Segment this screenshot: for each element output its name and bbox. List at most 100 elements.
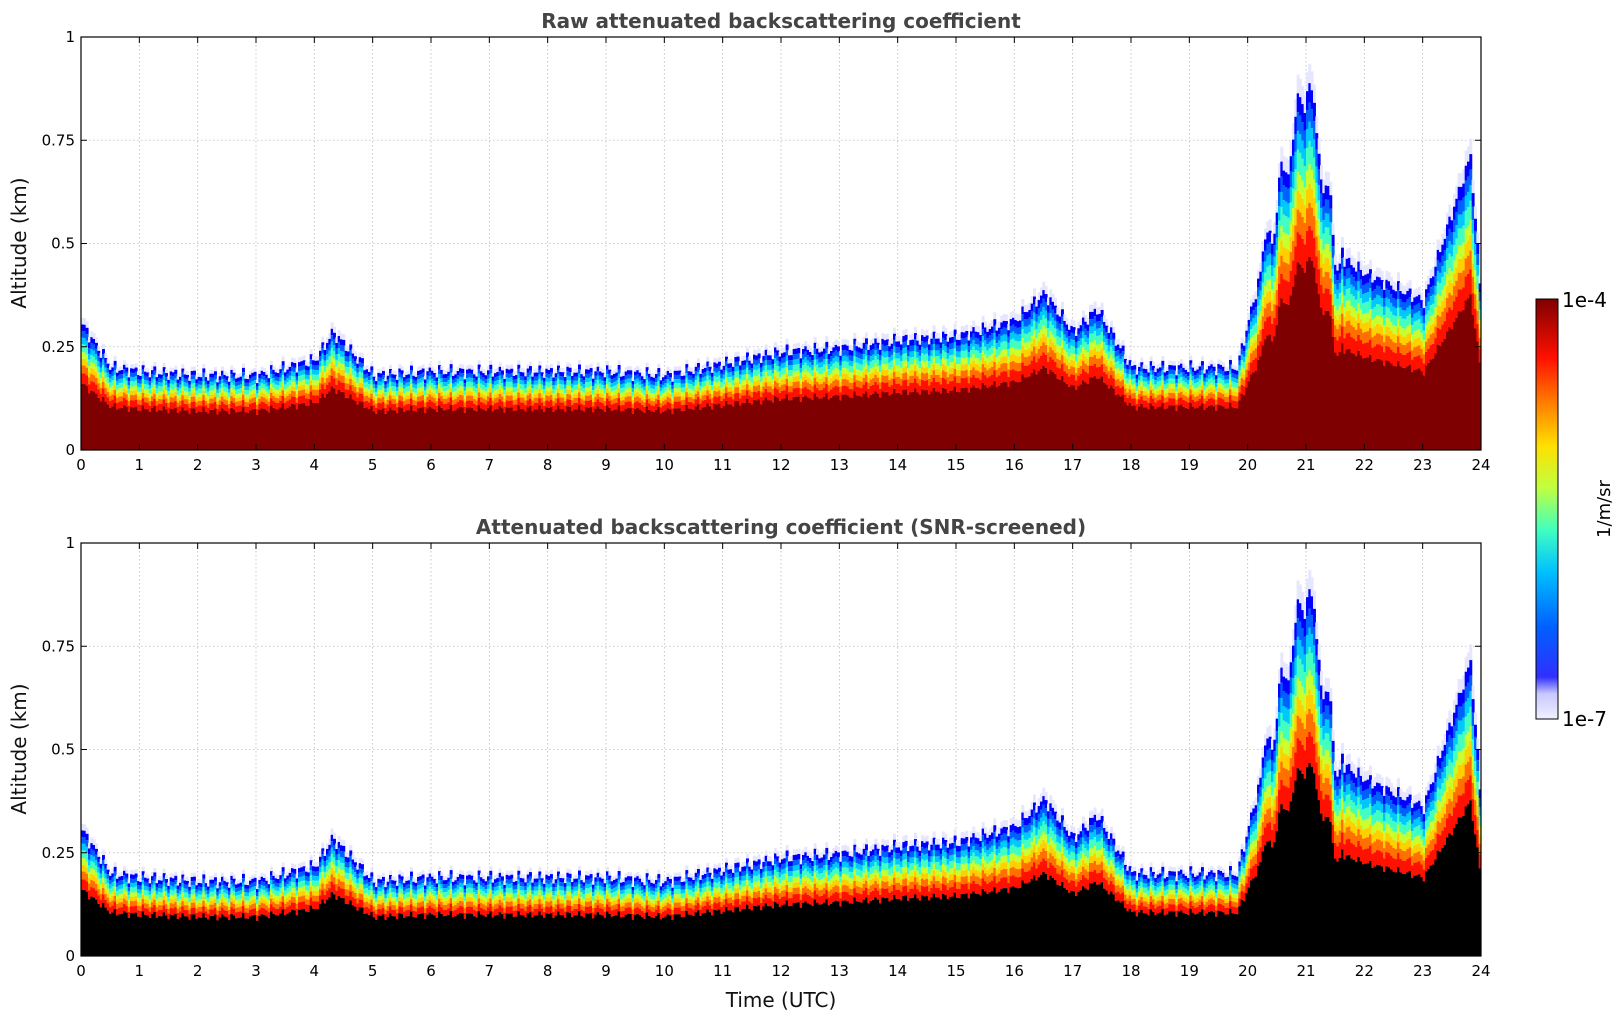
- heatmap-cell: [326, 337, 329, 343]
- heatmap-cell: [160, 395, 164, 400]
- heatmap-cell: [116, 393, 119, 398]
- heatmap-cell: [589, 399, 593, 407]
- heatmap-cell: [319, 361, 322, 367]
- heatmap-cell: [435, 397, 439, 402]
- heatmap-column: [620, 372, 623, 450]
- heatmap-cell: [573, 409, 577, 450]
- heatmap-cell: [456, 388, 460, 393]
- heatmap-cell: [209, 398, 213, 404]
- heatmap-cell: [475, 380, 479, 385]
- heatmap-cell: [620, 388, 623, 393]
- heatmap-cell: [312, 364, 315, 370]
- heatmap-cell: [470, 382, 474, 388]
- heatmap-cell: [127, 405, 131, 412]
- heatmap-cell: [473, 378, 476, 383]
- heatmap-cell: [305, 365, 308, 371]
- heatmap-cell: [291, 403, 294, 450]
- heatmap-cell: [193, 370, 196, 375]
- heatmap-cell: [109, 378, 112, 383]
- heatmap-column: [501, 366, 504, 450]
- heatmap-cell: [368, 380, 371, 385]
- heatmap-cell: [165, 398, 168, 404]
- heatmap-cell: [648, 385, 651, 391]
- heatmap-cell: [172, 397, 175, 403]
- heatmap-cell: [302, 360, 306, 366]
- heatmap-cell: [571, 411, 574, 450]
- heatmap-cell: [454, 391, 458, 396]
- heatmap-cell: [347, 361, 350, 368]
- heatmap-cell: [104, 367, 108, 373]
- heatmap-cell: [379, 394, 383, 399]
- heatmap-cell: [263, 372, 266, 377]
- heatmap-cell: [585, 400, 588, 408]
- heatmap-cell: [634, 379, 637, 385]
- heatmap-cell: [279, 400, 283, 408]
- heatmap-cell: [449, 387, 453, 393]
- heatmap-cell: [664, 386, 668, 392]
- heatmap-cell: [575, 393, 579, 398]
- heatmap-cell: [538, 365, 542, 370]
- heatmap-cell: [414, 405, 418, 412]
- heatmap-cell: [536, 376, 539, 381]
- heatmap-cell: [524, 411, 528, 450]
- heatmap-cell: [88, 348, 91, 354]
- heatmap-cell: [463, 406, 467, 413]
- heatmap-cell: [109, 401, 112, 408]
- heatmap-cell: [491, 392, 495, 397]
- heatmap-cell: [162, 399, 166, 407]
- heatmap-cell: [309, 380, 313, 386]
- heatmap-cell: [426, 392, 430, 397]
- heatmap-cell: [610, 371, 614, 376]
- heatmap-cell: [624, 371, 628, 376]
- heatmap-cell: [95, 359, 98, 367]
- heatmap-cell: [237, 385, 241, 390]
- heatmap-cell: [585, 387, 588, 392]
- heatmap-cell: [480, 392, 483, 397]
- heatmap-cell: [389, 400, 392, 408]
- heatmap-cell: [547, 391, 551, 397]
- heatmap-cell: [344, 389, 348, 398]
- heatmap-cell: [580, 378, 584, 383]
- heatmap-cell: [554, 394, 558, 399]
- heatmap-cell: [627, 378, 630, 383]
- heatmap-cell: [620, 411, 623, 450]
- heatmap-cell: [265, 374, 269, 379]
- heatmap-cell: [480, 396, 483, 402]
- heatmap-cell: [603, 405, 607, 412]
- heatmap-cell: [634, 408, 637, 450]
- heatmap-cell: [256, 383, 259, 387]
- heatmap-cell: [237, 377, 241, 382]
- heatmap-column: [396, 376, 399, 450]
- heatmap-cell: [596, 385, 600, 390]
- heatmap-cell: [272, 391, 276, 397]
- heatmap-column: [153, 362, 157, 450]
- heatmap-cell: [141, 360, 145, 366]
- heatmap-cell: [358, 382, 362, 388]
- heatmap-cell: [347, 398, 350, 450]
- heatmap-cell: [641, 372, 644, 377]
- heatmap-cell: [281, 361, 285, 366]
- heatmap-cell: [109, 395, 112, 402]
- heatmap-cell: [151, 392, 154, 397]
- heatmap-cell: [272, 387, 276, 392]
- heatmap-cell: [470, 407, 474, 450]
- heatmap-cell: [515, 404, 518, 411]
- heatmap-cell: [88, 384, 91, 394]
- heatmap-cell: [624, 402, 628, 409]
- heatmap-cell: [596, 375, 600, 380]
- heatmap-cell: [484, 395, 488, 400]
- heatmap-cell: [491, 388, 495, 393]
- heatmap-cell: [445, 374, 448, 379]
- heatmap-cell: [522, 380, 525, 385]
- heatmap-cell: [309, 364, 313, 370]
- heatmap-column: [386, 371, 390, 450]
- heatmap-column: [403, 373, 406, 450]
- heatmap-cell: [510, 386, 514, 391]
- heatmap-cell: [631, 377, 635, 382]
- heatmap-cell: [260, 383, 264, 389]
- heatmap-cell: [223, 391, 227, 396]
- heatmap-cell: [540, 384, 544, 390]
- heatmap-cell: [214, 396, 217, 402]
- heatmap-cell: [400, 374, 404, 379]
- heatmap-cell: [540, 397, 544, 403]
